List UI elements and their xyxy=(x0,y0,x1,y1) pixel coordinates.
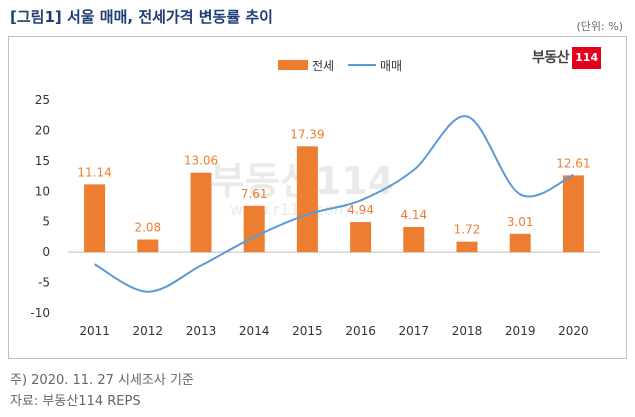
chart-frame xyxy=(8,36,627,359)
footnote-basis: 주) 2020. 11. 27 시세조사 기준 xyxy=(10,373,194,388)
logo-text: 부동산 xyxy=(532,50,570,66)
y-tick-label: 5 xyxy=(42,215,50,229)
y-tick-label: -5 xyxy=(38,276,50,290)
bar-value-label: 11.14 xyxy=(77,165,111,179)
footnotes: 주) 2020. 11. 27 시세조사 기준 자료: 부동산114 REPS xyxy=(10,370,194,412)
bar-value-label: 7.61 xyxy=(241,187,268,201)
bar-value-label: 4.14 xyxy=(400,208,427,222)
y-tick-label: -10 xyxy=(30,306,50,320)
y-tick-label: 15 xyxy=(35,154,50,168)
chart-title: [그림1] 서울 매매, 전세가격 변동률 추이 xyxy=(10,8,273,26)
bar-2013 xyxy=(190,172,212,253)
x-tick-label: 2012 xyxy=(133,324,164,338)
logo-number: 114 xyxy=(572,47,602,69)
x-tick-label: 2019 xyxy=(505,324,536,338)
bar-value-label: 13.06 xyxy=(184,154,218,168)
brand-logo: 부동산 114 xyxy=(532,47,602,69)
bar-value-label: 4.94 xyxy=(347,203,374,217)
bar-value-label: 3.01 xyxy=(507,215,534,229)
x-tick-label: 2016 xyxy=(345,324,376,338)
bar-value-label: 2.08 xyxy=(134,220,161,234)
y-tick-label: 20 xyxy=(35,123,50,137)
unit-label: (단위: %) xyxy=(576,20,623,33)
bar-2020 xyxy=(562,175,584,253)
bar-2011 xyxy=(84,184,106,253)
bar-value-label: 17.39 xyxy=(290,127,324,141)
x-tick-label: 2017 xyxy=(399,324,430,338)
bar-value-label: 1.72 xyxy=(454,223,481,237)
y-tick-label: 10 xyxy=(35,184,50,198)
bar-2012 xyxy=(137,239,159,253)
bar-2014 xyxy=(243,205,265,253)
x-tick-label: 2013 xyxy=(186,324,217,338)
y-tick-label: 25 xyxy=(35,93,50,107)
legend-label-line: 매매 xyxy=(380,59,402,73)
series-line-매매 xyxy=(94,115,574,293)
legend-label-bar: 전세 xyxy=(312,59,334,73)
footnote-source: 자료: 부동산114 REPS xyxy=(10,394,141,409)
y-tick-label: 0 xyxy=(42,245,50,259)
bar-2017 xyxy=(403,226,425,253)
bar-2015 xyxy=(296,146,318,253)
x-tick-label: 2018 xyxy=(452,324,483,338)
x-tick-label: 2015 xyxy=(292,324,323,338)
x-tick-label: 2011 xyxy=(79,324,110,338)
bar-value-label: 12.61 xyxy=(556,156,590,170)
bar-2016 xyxy=(350,222,372,253)
legend-swatch-bar xyxy=(278,60,308,70)
x-tick-label: 2020 xyxy=(558,324,589,338)
x-tick-label: 2014 xyxy=(239,324,270,338)
bar-2018 xyxy=(456,241,478,253)
bar-2019 xyxy=(509,233,531,253)
